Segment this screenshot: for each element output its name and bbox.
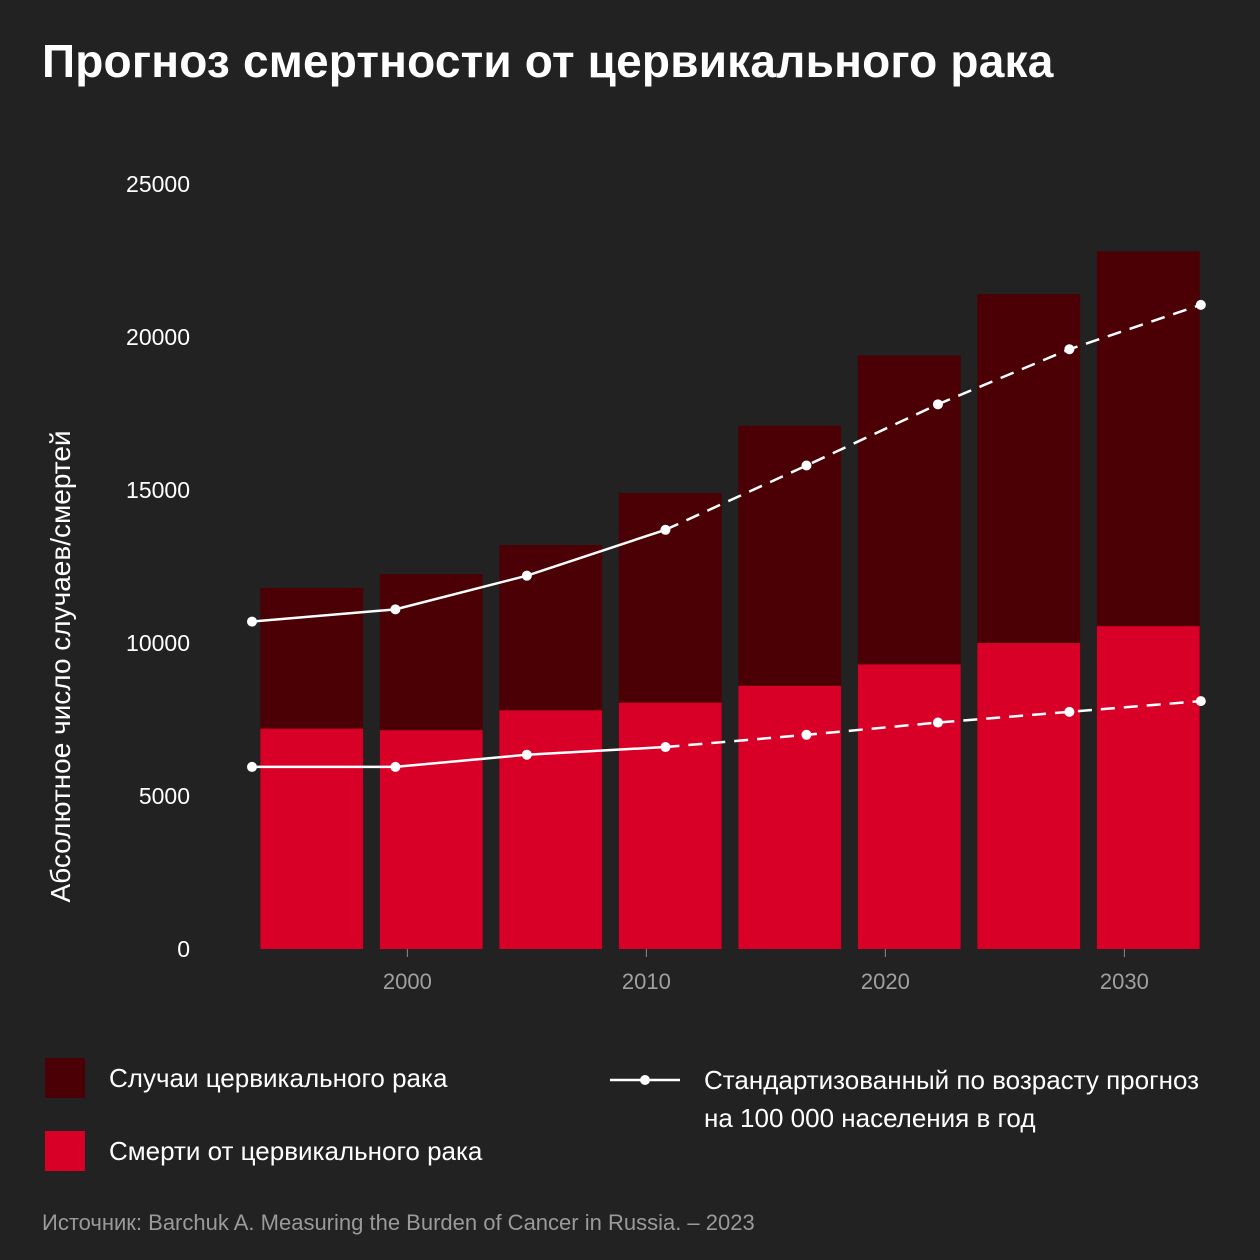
bar-deaths: [499, 710, 603, 949]
legend-item-cases: Случаи цервикального рака: [45, 1058, 447, 1098]
legend-swatch-cases: [45, 1058, 85, 1098]
legend-swatch-deaths: [45, 1131, 85, 1171]
y-axis-title: Абсолютное число случаев/смертей: [45, 430, 76, 902]
line-dashed-1: [665, 699, 1201, 749]
y-tick-label: 25000: [126, 171, 190, 197]
legend-item-deaths: Смерти от цервикального рака: [45, 1131, 482, 1171]
line-point: [801, 460, 812, 471]
y-tick-label: 20000: [126, 324, 190, 350]
x-tick-label: 2010: [622, 969, 671, 994]
line-point: [390, 604, 401, 615]
legend-label-line: Стандартизованный по возрасту прогноз на…: [704, 1065, 1200, 1133]
y-tick-label: 15000: [126, 477, 190, 503]
chart-title: Прогноз смертности от цервикального рака: [42, 35, 1054, 87]
line-point: [1195, 696, 1206, 707]
bar-deaths: [618, 702, 722, 949]
line-point: [660, 524, 671, 535]
x-tick-label: 2020: [861, 969, 910, 994]
bar-deaths: [260, 728, 364, 949]
x-tick-label: 2000: [383, 969, 432, 994]
line-point: [247, 616, 257, 627]
bar-deaths: [977, 643, 1081, 949]
line-point: [247, 761, 257, 772]
line-point: [521, 749, 532, 760]
bar-deaths: [738, 685, 842, 949]
line-point: [660, 742, 671, 753]
source-note: Источник: Barchuk A. Measuring the Burde…: [42, 1210, 755, 1235]
line-point: [932, 399, 943, 410]
line-point: [932, 717, 943, 728]
line-point: [1064, 344, 1075, 355]
bar-deaths: [1096, 626, 1200, 949]
legend-label-deaths: Смерти от цервикального рака: [109, 1136, 483, 1166]
y-tick-label: 0: [177, 936, 190, 962]
legend-label-cases: Случаи цервикального рака: [109, 1063, 448, 1093]
x-tick-label: 2030: [1100, 969, 1149, 994]
line-solid-1: [252, 745, 666, 769]
line-point: [1064, 706, 1075, 717]
y-tick-label: 5000: [139, 783, 190, 809]
chart: Абсолютное число случаев/смертей 0 5000 100…: [45, 171, 1206, 994]
legend-line-symbol: [610, 1075, 680, 1085]
line-point: [801, 729, 812, 740]
line-point: [390, 761, 401, 772]
bar-deaths: [857, 664, 961, 949]
line-point: [521, 570, 532, 581]
line-solid-0: [251, 528, 666, 623]
line-point: [1195, 299, 1206, 310]
y-tick-label: 10000: [126, 630, 190, 656]
